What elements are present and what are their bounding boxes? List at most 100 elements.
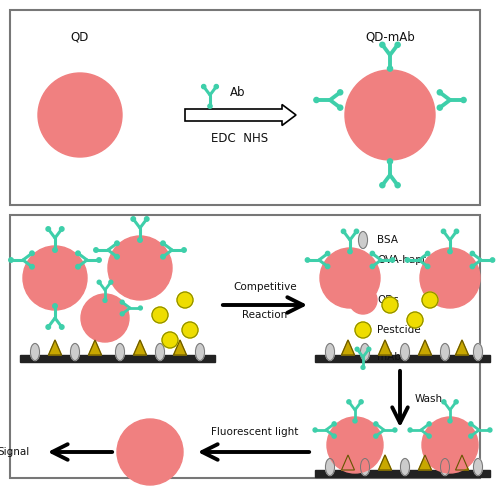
Circle shape	[326, 264, 330, 268]
Circle shape	[53, 304, 57, 308]
Circle shape	[332, 422, 336, 426]
Circle shape	[94, 248, 98, 252]
FancyBboxPatch shape	[10, 215, 480, 478]
Circle shape	[490, 258, 494, 262]
Text: Reaction: Reaction	[242, 310, 288, 320]
FancyArrow shape	[185, 104, 296, 125]
Ellipse shape	[360, 344, 370, 361]
Circle shape	[30, 264, 34, 269]
Circle shape	[395, 42, 400, 47]
Circle shape	[53, 248, 57, 252]
Circle shape	[161, 255, 165, 259]
Circle shape	[353, 419, 357, 423]
Circle shape	[60, 227, 64, 231]
Circle shape	[426, 264, 430, 268]
Circle shape	[81, 294, 129, 342]
Text: Wash: Wash	[415, 394, 443, 404]
Ellipse shape	[70, 344, 80, 361]
Circle shape	[30, 251, 34, 256]
Circle shape	[420, 248, 480, 308]
FancyBboxPatch shape	[10, 10, 480, 205]
Text: Signal: Signal	[0, 447, 30, 457]
Circle shape	[355, 322, 371, 338]
Circle shape	[103, 299, 107, 303]
Text: QDs: QDs	[377, 295, 399, 305]
Circle shape	[313, 428, 317, 432]
Polygon shape	[134, 340, 146, 355]
Circle shape	[437, 90, 442, 95]
Ellipse shape	[116, 344, 124, 361]
Circle shape	[347, 400, 351, 404]
Circle shape	[46, 325, 50, 329]
Circle shape	[355, 347, 359, 351]
Circle shape	[382, 297, 398, 313]
Text: Fluorescent light: Fluorescent light	[212, 427, 298, 437]
Circle shape	[370, 264, 374, 268]
Ellipse shape	[326, 344, 334, 361]
Circle shape	[408, 428, 412, 432]
Polygon shape	[48, 340, 62, 355]
Text: EDC  NHS: EDC NHS	[212, 132, 268, 145]
Polygon shape	[378, 455, 392, 470]
Circle shape	[131, 217, 136, 221]
Circle shape	[427, 422, 431, 426]
Polygon shape	[418, 455, 432, 470]
Polygon shape	[356, 253, 370, 267]
Circle shape	[177, 292, 193, 308]
Text: Competitive: Competitive	[233, 282, 297, 292]
Ellipse shape	[326, 459, 334, 475]
Circle shape	[367, 347, 371, 351]
Circle shape	[115, 255, 119, 259]
Circle shape	[320, 248, 380, 308]
Circle shape	[97, 280, 101, 284]
Circle shape	[374, 422, 378, 426]
Circle shape	[448, 249, 452, 254]
Circle shape	[117, 419, 183, 485]
Ellipse shape	[196, 344, 204, 361]
Circle shape	[120, 312, 124, 316]
Text: Pestcide: Pestcide	[377, 325, 420, 335]
Circle shape	[370, 251, 374, 256]
Circle shape	[454, 400, 458, 404]
Text: QD-mAb: QD-mAb	[365, 30, 415, 43]
Circle shape	[348, 249, 352, 254]
Circle shape	[161, 241, 165, 245]
Circle shape	[182, 322, 198, 338]
Circle shape	[390, 258, 394, 262]
Circle shape	[437, 105, 442, 110]
Text: OVA-hapten: OVA-hapten	[377, 255, 439, 265]
Circle shape	[342, 229, 345, 234]
Text: Ab: Ab	[230, 85, 246, 99]
Circle shape	[23, 246, 87, 310]
Circle shape	[422, 417, 478, 473]
Circle shape	[469, 422, 473, 426]
Circle shape	[162, 332, 178, 348]
Circle shape	[327, 417, 383, 473]
Text: QD: QD	[71, 30, 89, 43]
Circle shape	[427, 434, 431, 438]
Circle shape	[454, 229, 458, 234]
Ellipse shape	[400, 459, 409, 475]
Circle shape	[76, 251, 80, 256]
Circle shape	[393, 428, 397, 432]
Circle shape	[38, 73, 122, 157]
Circle shape	[361, 366, 365, 369]
Polygon shape	[88, 340, 102, 355]
Circle shape	[306, 258, 310, 262]
Circle shape	[326, 251, 330, 256]
Circle shape	[388, 66, 392, 71]
Circle shape	[406, 258, 409, 262]
Circle shape	[97, 258, 101, 262]
Circle shape	[208, 104, 212, 108]
Circle shape	[144, 217, 149, 221]
Text: BSA: BSA	[377, 235, 398, 245]
Circle shape	[46, 227, 50, 231]
Ellipse shape	[440, 344, 450, 361]
Circle shape	[374, 434, 378, 438]
Circle shape	[388, 159, 392, 164]
Circle shape	[338, 90, 343, 95]
Circle shape	[120, 300, 124, 304]
Polygon shape	[174, 340, 186, 355]
Polygon shape	[342, 455, 354, 470]
Ellipse shape	[360, 459, 370, 475]
